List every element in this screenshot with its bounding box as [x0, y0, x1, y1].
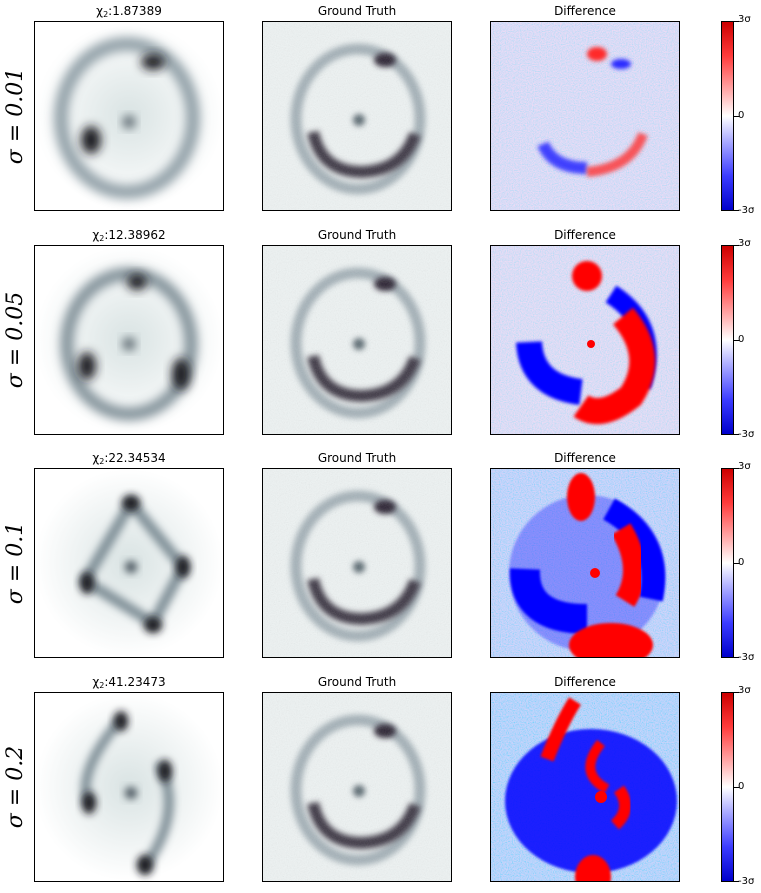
chi-subscript: 2 [99, 681, 105, 690]
colorbar-top-label: 3σ [738, 238, 751, 249]
difference-title: Difference [554, 4, 616, 18]
difference-title: Difference [554, 451, 616, 465]
ground-truth-title: Ground Truth [317, 228, 397, 242]
chi-symbol: χ [92, 451, 100, 465]
chi-symbol: χ [96, 4, 104, 18]
chi-subscript: 2 [103, 10, 109, 19]
colorbar-bottom-label: -3σ [738, 205, 755, 216]
difference-image [490, 21, 680, 211]
colorbar-tick [734, 881, 739, 882]
difference-image [490, 692, 680, 882]
ground-truth-title: Ground Truth [317, 451, 397, 465]
colorbar-mid-label: 0 [738, 334, 745, 345]
difference-image [490, 245, 680, 435]
colorbar-mid-label: 0 [738, 557, 745, 568]
colorbar-tick [734, 340, 739, 341]
row-label-sigma: σ = 0.1 [3, 521, 28, 605]
chi-subscript: 2 [99, 234, 105, 243]
ground-truth-image [262, 468, 452, 658]
model-title: χ2:41.23473 [34, 675, 224, 690]
colorbar-tick [734, 116, 739, 117]
ground-truth-image [262, 692, 452, 882]
chi-subscript: 2 [99, 457, 105, 466]
colorbar-tick [734, 245, 739, 246]
chi-symbol: χ [92, 228, 100, 242]
colorbar-tick [734, 692, 739, 693]
row-label-sigma: σ = 0.2 [3, 745, 28, 829]
colorbar-bottom-label: -3σ [738, 429, 755, 440]
colorbar [721, 468, 734, 658]
colorbar [721, 245, 734, 435]
colorbar-tick [734, 657, 739, 658]
ground-truth-title: Ground Truth [317, 4, 397, 18]
model-image [34, 21, 224, 211]
chi-value: :22.34534 [104, 451, 166, 465]
model-title: χ2:22.34534 [34, 451, 224, 466]
colorbar-mid-label: 0 [738, 781, 745, 792]
difference-image [490, 468, 680, 658]
model-image [34, 692, 224, 882]
colorbar-tick [734, 21, 739, 22]
colorbar-top-label: 3σ [738, 685, 751, 696]
difference-title: Difference [554, 675, 616, 689]
model-title: χ2:12.38962 [34, 228, 224, 243]
colorbar-mid-label: 0 [738, 110, 745, 121]
ground-truth-image [262, 245, 452, 435]
difference-title: Difference [554, 228, 616, 242]
chi-value: :12.38962 [104, 228, 166, 242]
colorbar-top-label: 3σ [738, 14, 751, 25]
model-image [34, 245, 224, 435]
colorbar-tick [734, 563, 739, 564]
chi-symbol: χ [92, 675, 100, 689]
row-label-sigma: σ = 0.01 [3, 67, 28, 165]
colorbar [721, 21, 734, 211]
colorbar-tick [734, 468, 739, 469]
ground-truth-image [262, 21, 452, 211]
chi-value: :41.23473 [104, 675, 166, 689]
model-title: χ2:1.87389 [34, 4, 224, 19]
ground-truth-title: Ground Truth [317, 675, 397, 689]
colorbar-bottom-label: -3σ [738, 876, 755, 887]
colorbar-bottom-label: -3σ [738, 652, 755, 663]
colorbar [721, 692, 734, 882]
colorbar-tick [734, 210, 739, 211]
colorbar-tick [734, 434, 739, 435]
colorbar-tick [734, 787, 739, 788]
model-image [34, 468, 224, 658]
row-label-sigma: σ = 0.05 [3, 291, 28, 389]
chi-value: :1.87389 [108, 4, 162, 18]
colorbar-top-label: 3σ [738, 461, 751, 472]
